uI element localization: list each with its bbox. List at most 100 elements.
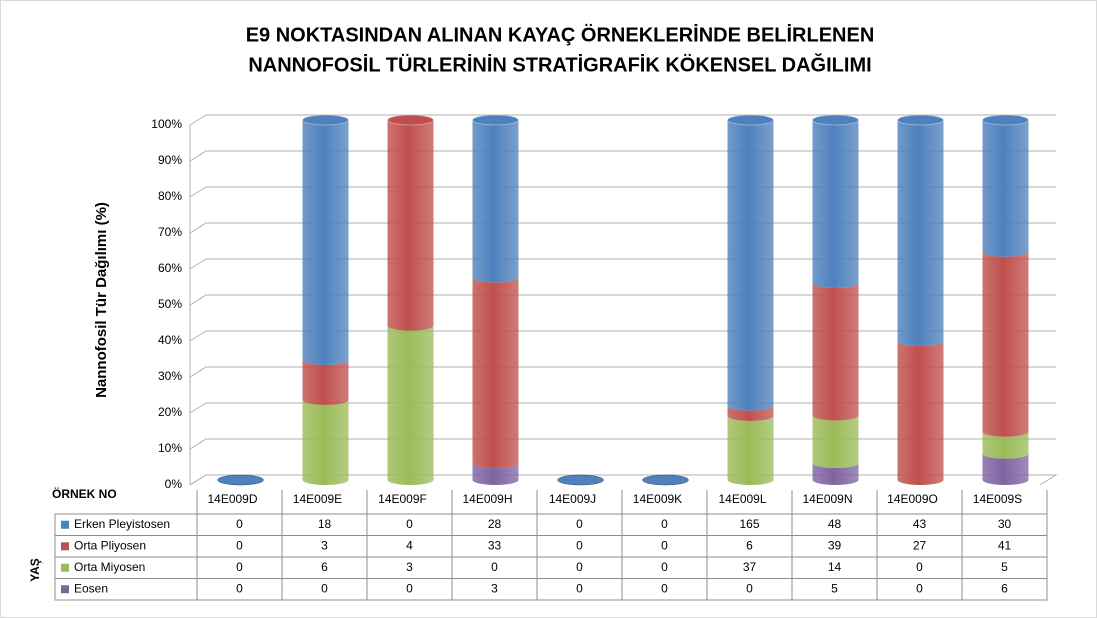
table-value: 4 [406,538,413,552]
legend-swatch [61,542,69,551]
table-value: 0 [661,538,668,552]
y-tick-label: 20% [158,405,182,419]
table-value: 0 [236,538,243,552]
y-tick-label: 30% [158,369,182,383]
bar-segment [727,405,774,421]
x-tick-label: 14E009K [633,492,682,506]
table-value: 18 [318,517,332,531]
bar-top [727,114,774,126]
table-value: 6 [1001,581,1008,595]
table-value: 0 [321,581,328,595]
bar-segment [897,120,944,347]
table-title: YAŞ [28,558,42,582]
grid-line [189,114,1056,126]
bar-top [897,114,944,126]
table-value: 0 [236,517,243,531]
table-value: 39 [828,538,842,552]
table-value: 41 [998,538,1012,552]
legend-label: Orta Miyosen [74,560,145,574]
bar-top [387,114,434,126]
bar-top [982,114,1029,126]
table-value: 0 [576,538,583,552]
table-value: 0 [576,517,583,531]
table-value: 6 [746,538,753,552]
bar-segment [387,325,434,485]
x-tick-label: 14E009F [378,492,427,506]
bar-segment [982,251,1029,437]
bar-segment [727,120,774,411]
x-tick-label: 14E009L [718,492,766,506]
x-tick-label: 14E009H [462,492,512,506]
y-tick-label: 50% [158,297,182,311]
x-tick-label: 14E009S [973,492,1022,506]
table-value: 5 [1001,560,1008,574]
bar-segment [302,360,349,405]
bar-top [812,114,859,126]
table-cell [961,578,1048,601]
x-tick-label: 14E009O [887,492,938,506]
table-value: 0 [661,517,668,531]
table-value: 0 [236,581,243,595]
bar-segment [302,400,349,485]
bar-segment [982,120,1029,257]
legend-label: Erken Pleyistosen [74,517,170,531]
bar-segment [812,415,859,469]
bar-top [472,114,519,126]
y-axis-title: Nannofosil Tür Dağılımı (%) [93,202,110,398]
y-tick-label: 60% [158,261,182,275]
y-tick-label: 90% [158,153,182,167]
legend-label: Eosen [74,581,108,595]
table-value: 0 [576,560,583,574]
table-value: 3 [491,581,498,595]
bar-segment [982,431,1029,459]
table-value: 43 [913,517,927,531]
table-value: 165 [739,517,759,531]
table-value: 28 [488,517,502,531]
table-value: 3 [406,560,413,574]
table-value: 14 [828,560,842,574]
table-value: 0 [916,560,923,574]
legend-swatch [61,520,69,529]
table-value: 30 [998,517,1012,531]
chart-title: NANNOFOSİL TÜRLERİNİN STRATİGRAFİK KÖKEN… [248,52,871,76]
x-tick-label: 14E009E [293,492,342,506]
table-value: 3 [321,538,328,552]
table-value: 0 [406,581,413,595]
table-value: 37 [743,560,757,574]
table-value: 0 [916,581,923,595]
table-value: 0 [406,517,413,531]
x-tick-label: 14E009J [549,492,596,506]
legend-swatch [61,563,69,572]
y-tick-label: 80% [158,189,182,203]
table-value: 27 [913,538,927,552]
bar-segment [727,415,774,485]
table-value: 5 [831,581,838,595]
x-tick-label: 14E009D [207,492,257,506]
table-value: 33 [488,538,502,552]
y-tick-label: 70% [158,225,182,239]
chart-title: E9 NOKTASINDAN ALINAN KAYAÇ ÖRNEKLERİNDE… [246,23,875,46]
bar-segment [387,120,434,331]
bar-segment [982,453,1029,485]
table-value: 0 [236,560,243,574]
bar-segment [302,120,349,365]
empty-bar [557,474,604,486]
table-value: 0 [661,581,668,595]
legend-label: Orta Pliyosen [74,538,146,552]
table-value: 6 [321,560,328,574]
y-tick-label: 40% [158,333,182,347]
table-value: 0 [576,581,583,595]
bar-segment [472,277,519,469]
empty-bar [217,474,264,486]
y-tick-label: 0% [165,477,183,491]
bar-segment [812,463,859,485]
table-value: 0 [746,581,753,595]
x-axis-title: ÖRNEK NO [52,486,117,501]
x-tick-label: 14E009N [802,492,852,506]
y-tick-label: 100% [151,117,182,131]
bar-segment [812,283,859,421]
bar-segment [472,463,519,485]
bar-top [302,114,349,126]
y-tick-label: 10% [158,441,182,455]
